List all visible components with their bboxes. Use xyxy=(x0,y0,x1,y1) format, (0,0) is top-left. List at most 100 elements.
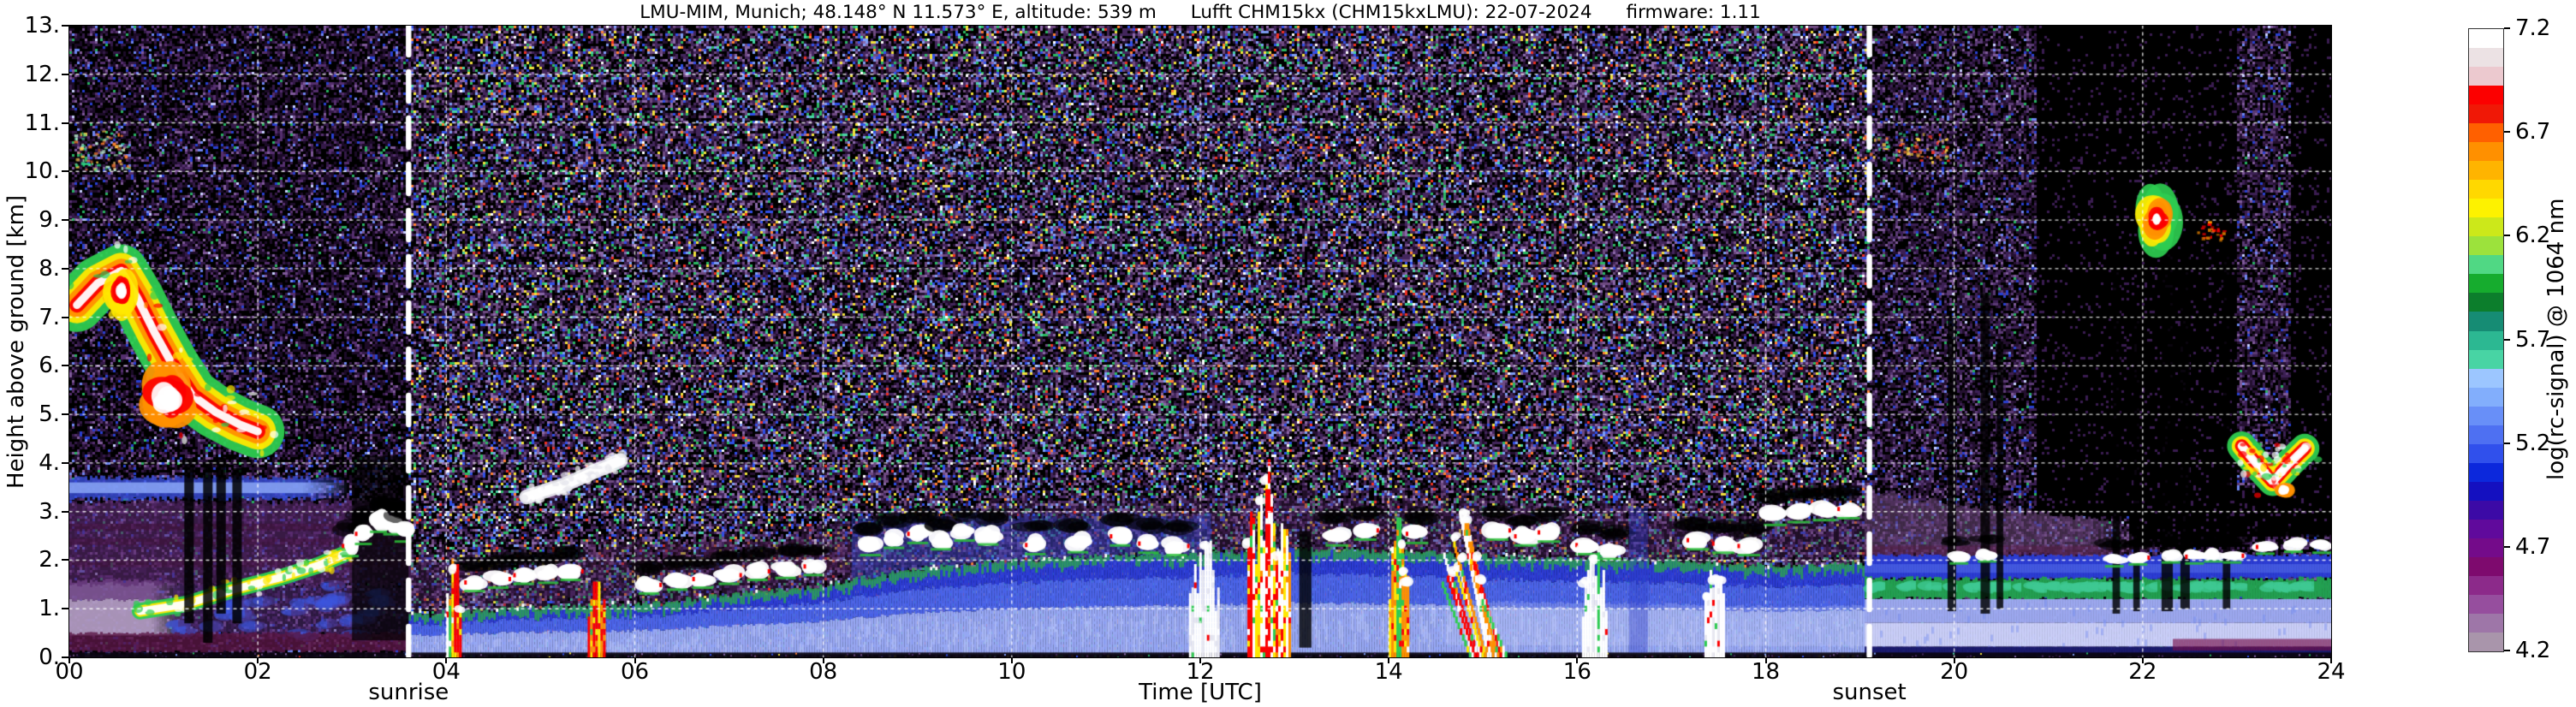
x-tick xyxy=(1764,657,1767,663)
y-tick xyxy=(62,219,68,222)
colorbar-segment xyxy=(2469,575,2503,595)
colorbar-tick xyxy=(2504,442,2510,444)
colorbar-segment xyxy=(2469,161,2503,181)
colorbar-tick xyxy=(2504,650,2510,651)
sunset-annotation: sunset xyxy=(1832,680,1907,705)
colorbar-segment xyxy=(2469,519,2503,538)
y-tick xyxy=(62,73,68,75)
colorbar-segment xyxy=(2469,594,2503,614)
y-tick xyxy=(62,510,68,513)
y-tick-label: 8. xyxy=(39,255,60,282)
y-tick-label: 2. xyxy=(39,547,60,573)
x-tick-label: 22 xyxy=(2128,659,2157,685)
y-tick xyxy=(62,267,68,270)
colorbar-segment xyxy=(2469,217,2503,237)
y-tick-label: 5. xyxy=(39,401,60,428)
colorbar-segment xyxy=(2469,180,2503,199)
colorbar-segment xyxy=(2469,199,2503,218)
x-tick-label: 16 xyxy=(1562,659,1591,685)
x-tick xyxy=(1010,657,1013,663)
colorbar-segment xyxy=(2469,425,2503,444)
colorbar-tick-label: 5.2 xyxy=(2515,430,2551,456)
y-tick xyxy=(62,170,68,173)
title-site: LMU-MIM, Munich; 48.148° N 11.573° E, al… xyxy=(640,2,1157,23)
colorbar-tick-label: 6.7 xyxy=(2515,119,2551,146)
x-tick-label: 08 xyxy=(809,659,838,685)
y-tick-label: 12. xyxy=(24,61,60,87)
colorbar-tick-label: 5.7 xyxy=(2515,326,2551,353)
x-tick-label: 06 xyxy=(620,659,650,685)
colorbar-segment xyxy=(2469,67,2503,86)
x-tick-label: 18 xyxy=(1751,659,1781,685)
colorbar-tick-label: 7.2 xyxy=(2515,15,2551,41)
y-tick-label: 11. xyxy=(24,110,60,136)
plot-area xyxy=(68,25,2332,658)
colorbar-segment xyxy=(2469,142,2503,162)
x-tick xyxy=(1576,657,1579,663)
x-tick-label: 20 xyxy=(1940,659,1969,685)
colorbar-segment xyxy=(2469,613,2503,633)
y-tick-label: 3. xyxy=(39,498,60,525)
colorbar-segment xyxy=(2469,633,2503,652)
colorbar-segment xyxy=(2469,123,2503,143)
colorbar xyxy=(2468,28,2504,652)
y-tick xyxy=(62,656,68,658)
x-tick xyxy=(2141,657,2144,663)
colorbar-segment xyxy=(2469,462,2503,482)
x-tick xyxy=(445,657,448,663)
y-tick xyxy=(62,365,68,367)
x-tick xyxy=(634,657,636,663)
colorbar-segment xyxy=(2469,538,2503,557)
y-tick-label: 6. xyxy=(39,353,60,379)
y-tick-label: 7. xyxy=(39,304,60,330)
colorbar-segment xyxy=(2469,406,2503,425)
x-tick-label: 10 xyxy=(997,659,1026,685)
y-tick-label: 1. xyxy=(39,596,60,622)
y-tick-label: 0. xyxy=(39,645,60,670)
x-tick-label: 24 xyxy=(2317,659,2346,685)
y-tick-label: 9. xyxy=(39,207,60,234)
colorbar-segment xyxy=(2469,274,2503,294)
x-tick-label: 00 xyxy=(55,659,84,685)
y-tick-label: 4. xyxy=(39,449,60,476)
colorbar-segment xyxy=(2469,86,2503,105)
colorbar-segment xyxy=(2469,104,2503,124)
x-tick xyxy=(1953,657,1955,663)
x-tick-label: 02 xyxy=(243,659,272,685)
colorbar-segment xyxy=(2469,48,2503,68)
colorbar-tick xyxy=(2504,545,2510,548)
colorbar-tick-label: 4.7 xyxy=(2515,533,2551,560)
x-tick xyxy=(2330,657,2332,663)
y-tick xyxy=(62,413,68,416)
colorbar-label: log(rc-signal) @ 1064 nm xyxy=(2543,198,2569,481)
y-tick-label: 10. xyxy=(24,158,60,185)
colorbar-segment xyxy=(2469,255,2503,275)
colorbar-segment xyxy=(2469,236,2503,256)
colorbar-segment xyxy=(2469,443,2503,463)
y-tick xyxy=(62,25,68,27)
colorbar-segment xyxy=(2469,349,2503,369)
colorbar-segment xyxy=(2469,481,2503,501)
colorbar-tick-label: 4.2 xyxy=(2515,638,2551,663)
x-tick xyxy=(1388,657,1390,663)
colorbar-segment xyxy=(2469,368,2503,388)
x-tick xyxy=(68,657,70,663)
colorbar-tick-label: 6.2 xyxy=(2515,223,2551,249)
x-tick-label: 12 xyxy=(1186,659,1215,685)
x-tick xyxy=(1199,657,1201,663)
sunrise-annotation: sunrise xyxy=(368,680,449,705)
colorbar-segment xyxy=(2469,556,2503,576)
x-tick-label: 04 xyxy=(431,659,461,685)
title-instrument: Lufft CHM15kx (CHM15kxLMU): 22-07-2024 xyxy=(1190,2,1592,23)
y-tick xyxy=(62,122,68,124)
colorbar-segment xyxy=(2469,29,2503,49)
y-tick xyxy=(62,559,68,561)
y-tick xyxy=(62,316,68,318)
y-tick xyxy=(62,461,68,464)
colorbar-tick xyxy=(2504,338,2510,341)
colorbar-segment xyxy=(2469,387,2503,407)
y-tick-label: 13. xyxy=(24,13,60,39)
title-firmware: firmware: 1.11 xyxy=(1626,2,1761,23)
colorbar-segment xyxy=(2469,500,2503,520)
